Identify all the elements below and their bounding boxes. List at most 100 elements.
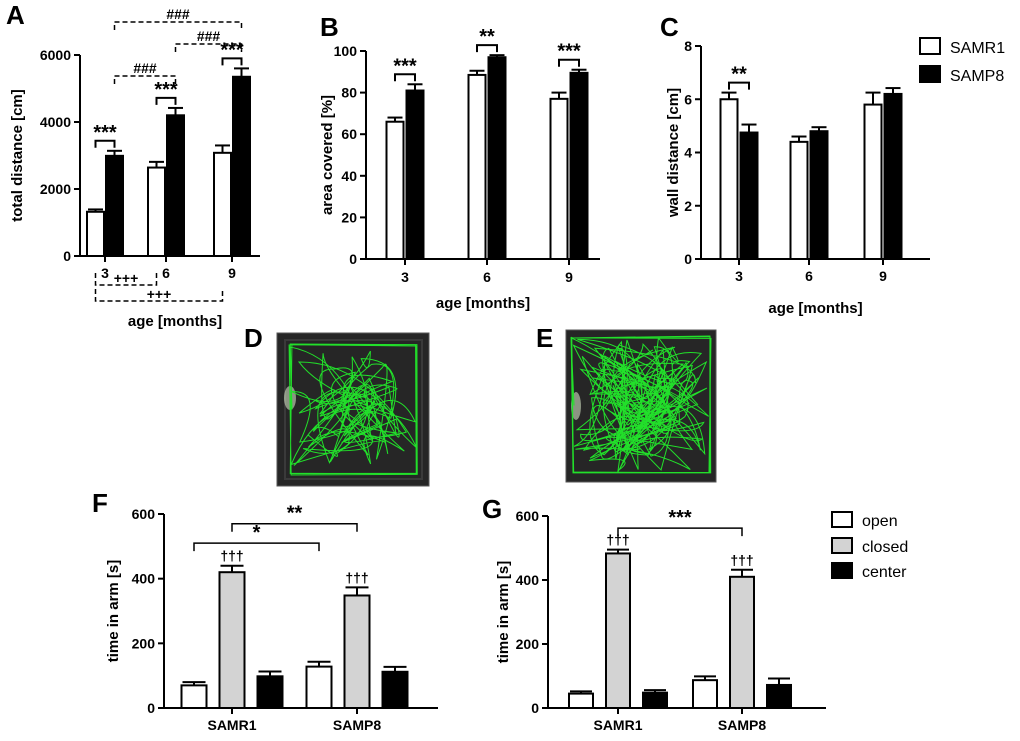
x-axis-title: age [months]	[128, 313, 222, 330]
x-tick-label: 6	[162, 265, 170, 281]
significance-label: **	[479, 26, 495, 48]
bar	[232, 75, 251, 258]
bar	[343, 594, 371, 709]
bar	[692, 679, 718, 709]
bar	[147, 166, 166, 257]
y-tick-label: 0	[63, 248, 71, 264]
x-tick-label: 9	[879, 268, 887, 284]
significance-bracket	[221, 57, 243, 66]
bar	[729, 575, 755, 709]
bar	[385, 120, 405, 260]
bar	[180, 684, 208, 709]
bar	[381, 670, 409, 710]
chart-area-covered: 0 20 40 60 80 100 3 6 9 area covered [%] age [mont…	[319, 26, 600, 312]
bar	[719, 98, 739, 260]
significance-label: **	[731, 64, 747, 86]
bar	[405, 89, 425, 260]
y-tick-label: 0	[684, 251, 692, 267]
bar	[605, 552, 631, 709]
bar	[467, 73, 487, 260]
significance-bracket	[728, 81, 750, 90]
track-path-d	[288, 343, 418, 476]
dagger-label: †††	[220, 548, 243, 564]
x-tick-label: SAMP8	[333, 717, 381, 733]
x-axis-title: age [months]	[436, 295, 530, 312]
y-tick-label: 200	[516, 636, 540, 652]
bar	[863, 103, 883, 260]
bar	[218, 571, 246, 710]
panel-letter-c: C	[660, 12, 679, 42]
dagger-label: †††	[606, 532, 629, 548]
legend-genotype: SAMR1 SAMP8	[919, 37, 1005, 85]
y-tick-label: 100	[334, 43, 358, 59]
significance-label: ***	[154, 79, 178, 101]
y-axis-title: time in arm [s]	[495, 561, 512, 664]
bar	[549, 97, 569, 260]
bar	[569, 71, 589, 260]
y-tick-label: 20	[341, 209, 357, 225]
panel-letter-f: F	[92, 488, 108, 518]
dashed-significance-bracket	[174, 43, 243, 52]
y-tick-label: 0	[147, 700, 155, 716]
y-tick-label: 2	[684, 198, 692, 214]
legend-label-center: center	[862, 564, 907, 581]
legend-label-samp8: SAMP8	[950, 68, 1004, 85]
y-tick-label: 6	[684, 91, 692, 107]
x-tick-label: 9	[565, 269, 573, 285]
bar	[739, 131, 759, 260]
panel-letter-g: G	[482, 494, 502, 524]
panel-letter-d: D	[244, 323, 263, 353]
y-tick-label: 400	[516, 572, 540, 588]
significance-label: ***	[557, 41, 581, 63]
significance-label: **	[287, 503, 303, 525]
bar	[166, 114, 185, 257]
significance-bracket	[558, 58, 580, 67]
x-tick-label: 3	[101, 265, 109, 281]
x-tick-label: SAMP8	[718, 717, 766, 733]
y-axis-title: time in arm [s]	[105, 560, 122, 663]
significance-label: ###	[166, 6, 190, 22]
panel-letter-e: E	[536, 323, 553, 353]
significance-label: ***	[393, 55, 417, 77]
significance-bracket	[155, 96, 177, 105]
significance-label: ***	[668, 507, 692, 529]
significance-label: ***	[220, 39, 244, 61]
y-tick-label: 0	[531, 700, 539, 716]
y-tick-label: 4000	[40, 114, 71, 130]
panel-letter-a: A	[6, 0, 25, 30]
y-tick-label: 200	[132, 635, 156, 651]
y-tick-label: 400	[132, 571, 156, 587]
y-axis-title: total distance [cm]	[9, 89, 26, 222]
chart-time-in-arm-g: 0 200 400 600 SAMR1 SAMP8 time in arm [s] ††† ††…	[495, 507, 826, 733]
y-tick-label: 40	[341, 168, 357, 184]
y-axis-title: wall distance [cm]	[665, 88, 682, 218]
bar	[789, 140, 809, 261]
x-axis-title: age [months]	[768, 300, 862, 317]
legend-arm: open closed center	[831, 511, 908, 581]
significance-bracket	[94, 139, 116, 148]
y-tick-label: 4	[684, 145, 692, 161]
bar	[487, 56, 507, 260]
dagger-label: †††	[345, 569, 368, 585]
y-tick-label: 60	[341, 126, 357, 142]
x-tick-label: 9	[228, 265, 236, 281]
legend-swatch-center	[831, 562, 853, 579]
bar	[305, 665, 333, 710]
y-tick-label: 600	[132, 506, 156, 522]
bar	[883, 92, 903, 260]
bar	[809, 130, 829, 260]
dashed-significance-bracket	[113, 21, 243, 30]
legend-swatch-samr1	[919, 37, 941, 55]
legend-swatch-open	[831, 511, 853, 528]
significance-label: ###	[197, 28, 221, 44]
x-tick-label: SAMR1	[593, 717, 642, 733]
x-tick-label: 3	[401, 269, 409, 285]
y-tick-label: 2000	[40, 181, 71, 197]
arena-wall-d	[284, 339, 423, 480]
y-axis-title: area covered [%]	[319, 95, 336, 215]
dashed-significance-bracket	[94, 273, 158, 286]
y-tick-label: 6000	[40, 47, 71, 63]
legend-swatch-closed	[831, 537, 853, 554]
bar	[105, 154, 124, 258]
